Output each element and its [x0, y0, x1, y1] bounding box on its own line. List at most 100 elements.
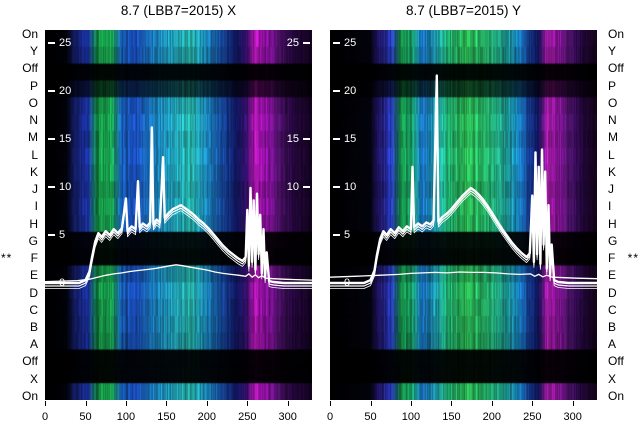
wire-label: Off: [22, 354, 38, 369]
wire-label: B: [29, 319, 38, 334]
panel-title-y: 8.7 (LBB7=2015) Y: [406, 3, 521, 18]
wire-label: B: [608, 319, 617, 334]
y-tick-label-left: 25: [48, 37, 71, 49]
side-label-row: Off: [0, 354, 42, 368]
wire-label: C: [29, 302, 38, 317]
tick-dash: [333, 42, 340, 44]
wire-labels-right: On Y Off P O N M L K J I H G F ** E D C B A Off X On: [601, 27, 640, 403]
wire-label: Y: [29, 44, 38, 59]
side-label-row: K: [0, 165, 42, 179]
x-tick-mark: [370, 401, 372, 406]
wire-label: E: [29, 268, 38, 283]
tick-dash: [333, 138, 340, 140]
tick-value: 20: [59, 85, 72, 97]
x-tick-mark: [330, 401, 331, 406]
profile-panel-x: 25 20 15 10 5 0 25 15 10: [45, 30, 312, 400]
tick-dash: [48, 234, 55, 236]
wire-label: N: [608, 113, 617, 128]
tick-dash: [303, 186, 310, 188]
star-marker: **: [1, 251, 13, 266]
side-label-row: I: [601, 199, 640, 213]
x-tick-mark: [572, 401, 574, 406]
wire-label: D: [608, 285, 617, 300]
y-tick-label-left: 10: [48, 181, 71, 193]
side-label-row: F **: [601, 251, 640, 265]
side-label-row: N: [0, 113, 42, 127]
sum-profile-curve: [45, 129, 312, 287]
x-tick-mark: [451, 401, 453, 406]
x-tick-label: 100: [116, 411, 136, 423]
tick-value: 15: [286, 133, 299, 145]
side-label-row: On: [601, 27, 640, 41]
heatmap-canvas: [330, 30, 597, 400]
tick-dash: [333, 282, 340, 284]
side-label-row: E: [601, 268, 640, 282]
x-tick-label: 250: [238, 411, 257, 423]
side-label-row: H: [601, 217, 640, 231]
side-label-row: F **: [0, 251, 42, 265]
side-label-row: J: [0, 182, 42, 196]
wire-label: O: [28, 95, 38, 110]
wire-label: H: [29, 216, 38, 231]
sum-profile-curve: [45, 132, 312, 289]
side-label-row: C: [601, 303, 640, 317]
y-tick-label-left: 0: [48, 277, 65, 289]
wire-label: J: [608, 182, 614, 197]
tick-dash: [333, 234, 340, 236]
wire-label: On: [21, 388, 38, 403]
sum-profile-curve: [330, 74, 597, 285]
baseline-profile-curve: [45, 264, 312, 283]
tick-value: 5: [344, 229, 351, 241]
x-tick-label: 0: [326, 411, 334, 423]
tick-dash: [303, 42, 310, 44]
tick-value: 15: [59, 133, 72, 145]
side-label-row: J: [601, 182, 640, 196]
x-tick-mark: [45, 401, 46, 406]
tick-dash: [48, 42, 55, 44]
wire-label: G: [608, 233, 618, 248]
side-label-row: G: [0, 234, 42, 248]
sum-profile-curve: [45, 126, 312, 285]
y-tick-label-left: 5: [48, 229, 65, 241]
x-tick-label: 150: [157, 411, 176, 423]
heatmap-canvas: [45, 30, 312, 400]
sum-profile-curve: [330, 77, 597, 287]
tick-value: 0: [59, 277, 66, 289]
side-label-row: X: [0, 372, 42, 386]
side-label-row: X: [601, 372, 640, 386]
side-label-row: O: [601, 96, 640, 110]
wire-label: Off: [608, 354, 624, 369]
x-tick-label: 200: [482, 411, 501, 423]
wire-label: M: [28, 130, 38, 145]
side-label-row: Y: [0, 44, 42, 58]
x-tick-label: 200: [197, 411, 216, 423]
side-label-row: K: [601, 165, 640, 179]
y-tick-label-left: 20: [48, 85, 71, 97]
tick-value: 20: [344, 85, 357, 97]
wire-label: K: [29, 164, 38, 179]
x-tick-label: 150: [442, 411, 461, 423]
y-tick-label-left: 10: [333, 181, 356, 193]
tick-value: 0: [344, 277, 351, 289]
side-label-row: H: [0, 217, 42, 231]
wire-label: P: [29, 78, 38, 93]
profile-curves-svg: [45, 126, 312, 289]
wire-label: L: [608, 147, 615, 162]
side-label-row: On: [601, 389, 640, 403]
wire-label: On: [21, 27, 38, 41]
wire-label: A: [608, 337, 617, 352]
y-tick-label-left: 0: [333, 277, 350, 289]
y-tick-label-right: 10: [287, 181, 310, 193]
side-label-row: Off: [601, 354, 640, 368]
x-tick-label: 0: [41, 411, 49, 423]
side-label-row: L: [601, 148, 640, 162]
tick-value: 25: [59, 37, 72, 49]
tick-dash: [48, 138, 55, 140]
wire-label: On: [608, 27, 625, 41]
x-tick-mark: [166, 401, 168, 406]
side-label-row: L: [0, 148, 42, 162]
x-tick-label: 300: [563, 411, 582, 423]
wire-label: D: [29, 285, 38, 300]
wire-label: E: [608, 268, 617, 283]
